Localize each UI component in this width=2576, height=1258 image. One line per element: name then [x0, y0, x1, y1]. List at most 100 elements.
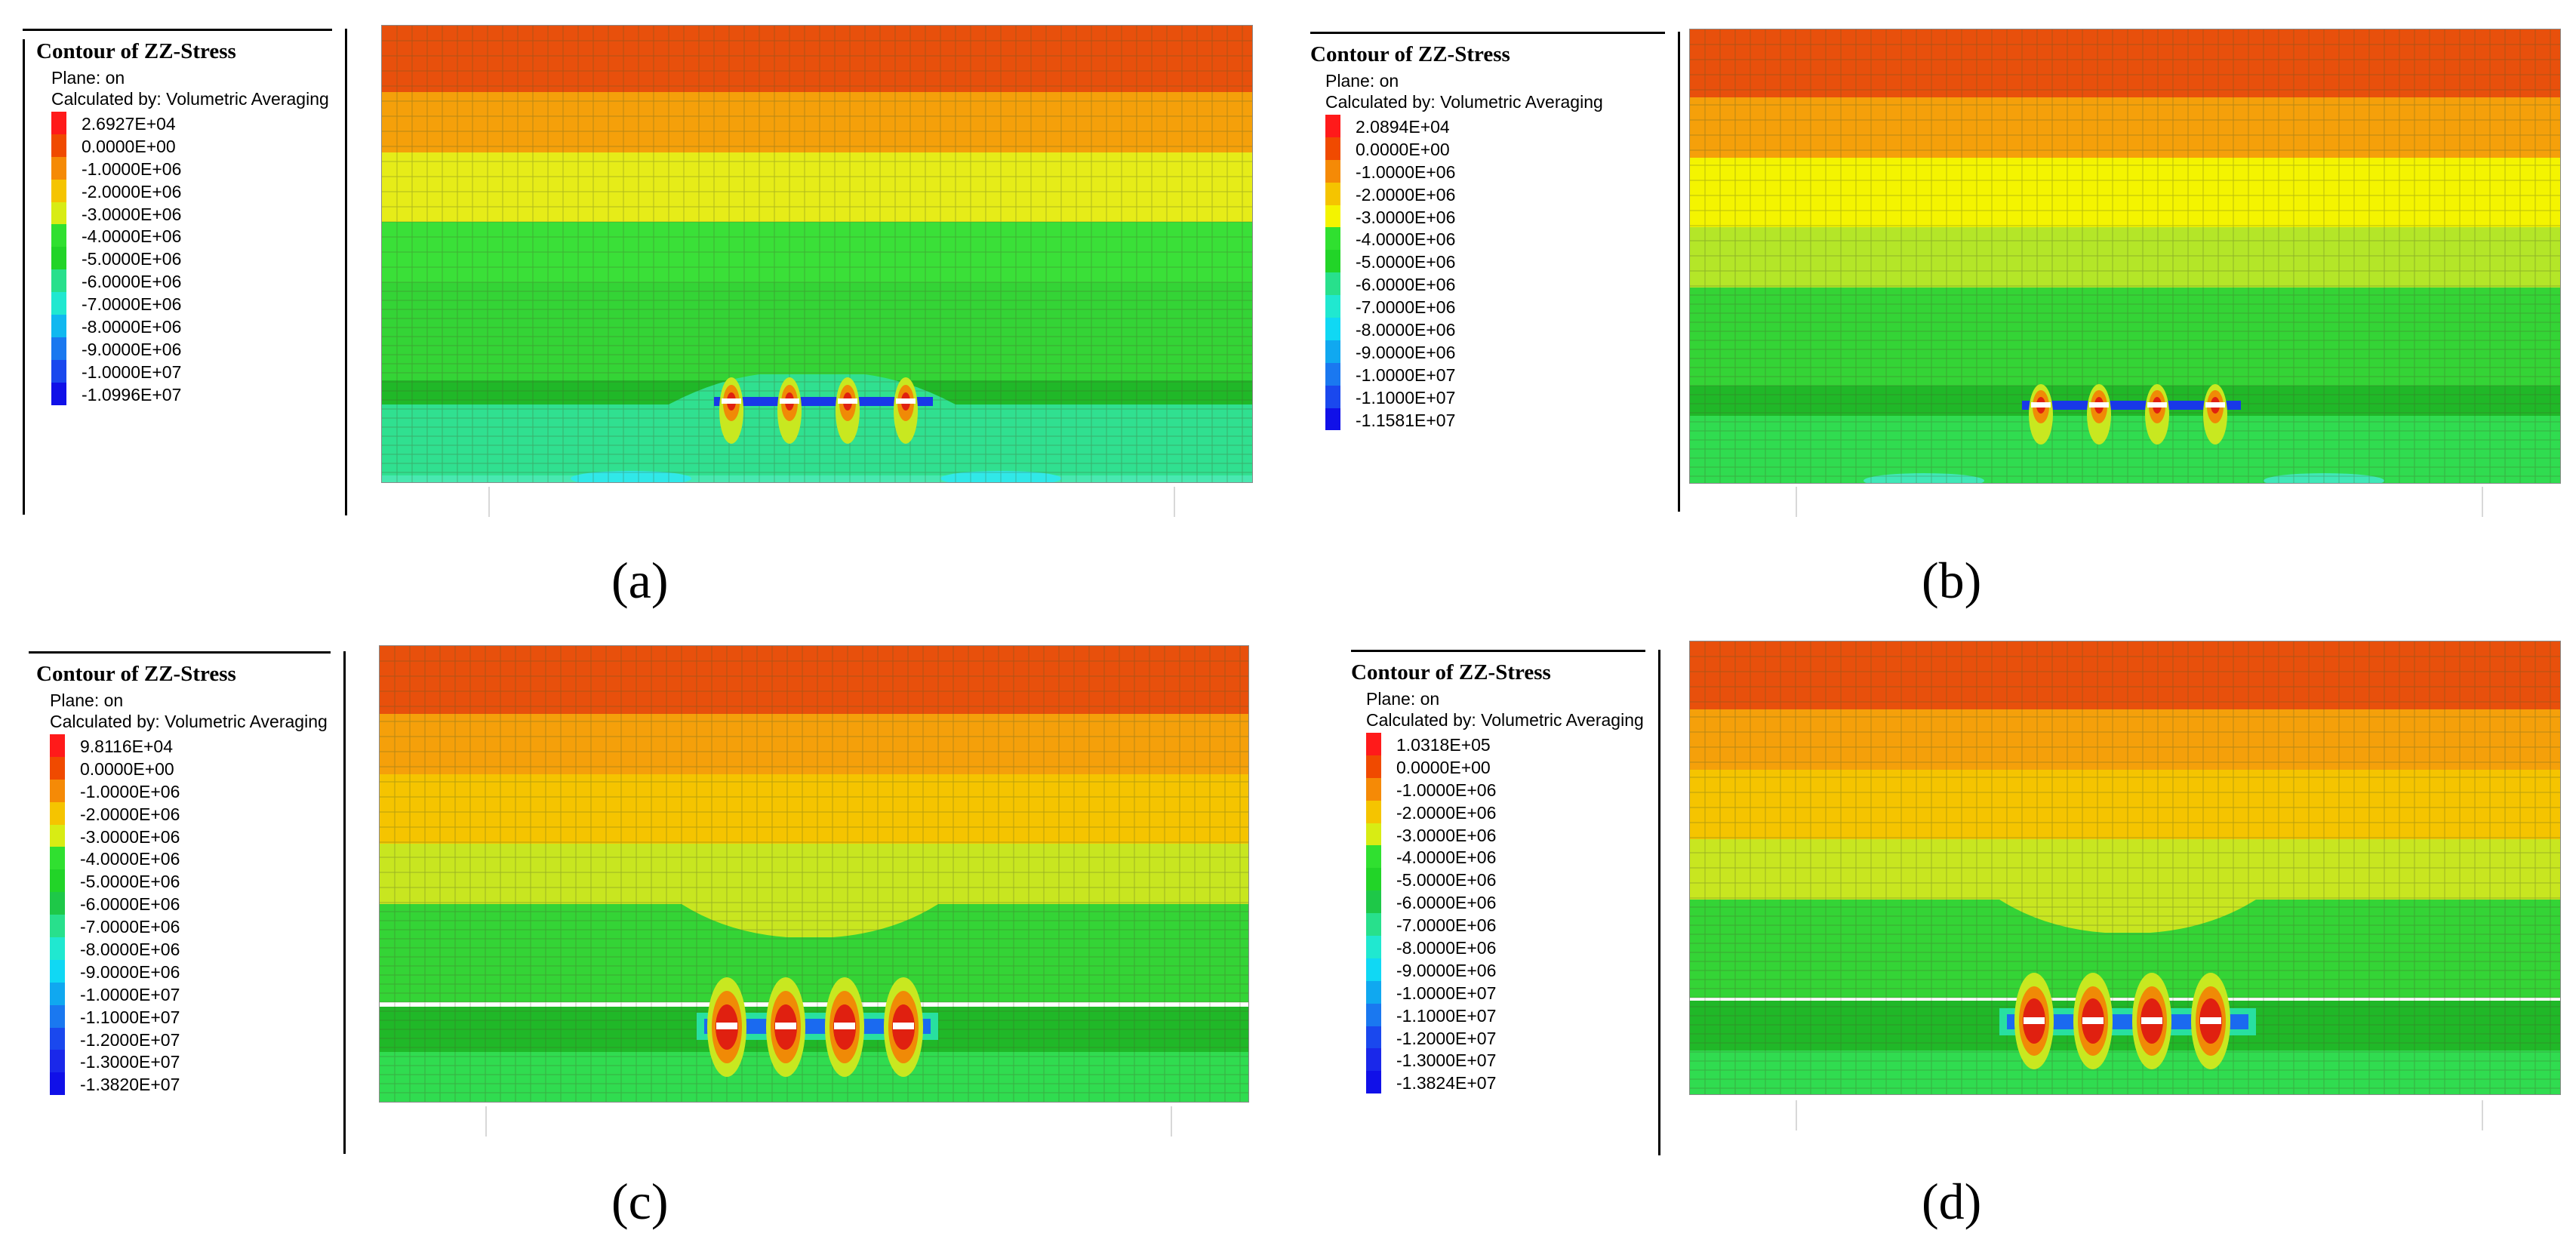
legend-swatch [50, 779, 65, 802]
legend-value: -2.0000E+06 [80, 804, 180, 824]
panel-b: Contour of ZZ-Stress Plane: on Calculate… [1288, 0, 2575, 629]
band-red [1690, 29, 2560, 97]
legend-swatch [51, 382, 66, 405]
legend-swatch [1366, 890, 1381, 914]
tunnel-2 [766, 977, 805, 1077]
legend-swatch [1366, 823, 1381, 846]
legend-swatch [1366, 980, 1381, 1004]
band-red [380, 646, 1248, 714]
axis-tick [2482, 487, 2483, 517]
legend-value: -1.2000E+07 [80, 1029, 180, 1050]
tunnel-3 [825, 977, 864, 1077]
legend-swatch [1325, 408, 1340, 431]
axis-tick [1171, 1106, 1172, 1137]
legend-swatch [51, 112, 66, 134]
tunnel-1 [2029, 384, 2053, 444]
legend-value: -3.0000E+06 [1356, 207, 1456, 227]
legend-swatch [1366, 936, 1381, 958]
panel-d: Contour of ZZ-Stress Plane: on Calculate… [1288, 629, 2575, 1258]
legend-left-rule [23, 39, 25, 515]
legend-plane: Plane: on [51, 68, 125, 88]
legend-top-rule [29, 651, 331, 654]
panel-caption: (c) [611, 1173, 669, 1230]
axis-tick [485, 1106, 487, 1137]
legend-swatch [51, 134, 66, 157]
band-yellow [382, 152, 1252, 222]
axis-tick [1796, 487, 1797, 517]
tunnel-2 [2087, 384, 2111, 444]
tunnel-1 [2014, 973, 2054, 1069]
legend-swatch [1325, 159, 1340, 183]
legend-value: -2.0000E+06 [82, 181, 182, 201]
legend-value: -5.0000E+06 [82, 249, 182, 269]
legend-swatch [1366, 733, 1381, 755]
panel-caption: (d) [1922, 1173, 1982, 1230]
band-yellow-green [380, 844, 1248, 904]
band-red [1690, 641, 2560, 709]
cyan-patch [2264, 473, 2384, 483]
legend: Contour of ZZ-Stress Plane: on Calculate… [1351, 650, 1660, 1161]
legend-swatch [50, 915, 65, 938]
legend-swatch [51, 224, 66, 248]
legend-value: -1.3824E+07 [1396, 1073, 1497, 1093]
legend-plane: Plane: on [50, 691, 124, 710]
band-orange [380, 714, 1248, 774]
legend-swatch [50, 869, 65, 893]
legend-swatch [50, 801, 65, 825]
legend-value: -4.0000E+06 [82, 226, 182, 247]
tunnel-row [697, 977, 938, 1077]
legend-swatch [50, 937, 65, 960]
legend-top-rule [23, 29, 332, 31]
axis-tick [2482, 1100, 2483, 1130]
band-orange [382, 92, 1252, 152]
legend-value: -1.3000E+07 [1396, 1050, 1497, 1071]
legend-swatch [51, 292, 66, 315]
tunnel-4 [884, 977, 923, 1077]
legend-swatch [50, 824, 65, 847]
panel-caption: (b) [1922, 552, 1982, 609]
legend-swatch [1325, 385, 1340, 408]
band-orange [1690, 97, 2560, 158]
tunnel-row [714, 377, 933, 444]
contour-plot [381, 25, 1253, 483]
legend-swatch [1366, 755, 1381, 778]
band-yellow [1690, 158, 2560, 227]
legend-swatch [1325, 272, 1340, 296]
cyan-patch [940, 471, 1061, 482]
contour-plot [379, 645, 1249, 1103]
contour-plot [1689, 29, 2561, 484]
tunnel-blue-zone [2007, 1014, 2248, 1029]
legend-value: -8.0000E+06 [82, 317, 182, 337]
legend-value: -6.0000E+06 [82, 272, 182, 292]
legend-value: -9.0000E+06 [1396, 960, 1497, 980]
legend-swatch [1366, 1003, 1381, 1026]
legend-swatch [51, 179, 66, 202]
legend-swatch [1366, 1048, 1381, 1072]
mesh-grid [382, 26, 1252, 482]
legend-swatch [1366, 777, 1381, 801]
legend-value: -8.0000E+06 [1396, 938, 1497, 958]
legend-title: Contour of ZZ-Stress [36, 662, 236, 686]
legend-swatch [1366, 913, 1381, 937]
cyan-patch [571, 471, 691, 482]
legend-swatch [1366, 868, 1381, 891]
legend-title: Contour of ZZ-Stress [1351, 660, 1551, 684]
tunnel-2 [777, 377, 802, 444]
legend-swatch [51, 269, 66, 293]
panel-c: Contour of ZZ-Stress Plane: on Calculate… [0, 629, 1288, 1258]
legend-swatch [50, 1004, 65, 1028]
legend-value: -1.0000E+07 [1356, 364, 1456, 385]
legend-value: -1.2000E+07 [1396, 1028, 1497, 1048]
band-green [382, 222, 1252, 282]
band-yellow-dip [1999, 900, 2256, 933]
legend-value: -1.1000E+07 [1356, 387, 1456, 408]
band-yellow-green [1690, 839, 2560, 900]
band-yellow-green [1690, 227, 2560, 288]
legend-value: 0.0000E+00 [82, 136, 176, 156]
panel-a: Contour of ZZ-Stress Plane: on Calculate… [0, 0, 1288, 629]
band-yellow-dip [682, 904, 938, 937]
legend-value: 1.0318E+05 [1396, 735, 1491, 755]
legend-plane: Plane: on [1325, 71, 1399, 91]
band-green-bottom [1690, 416, 2560, 483]
legend-value: -1.0000E+06 [1356, 161, 1456, 182]
